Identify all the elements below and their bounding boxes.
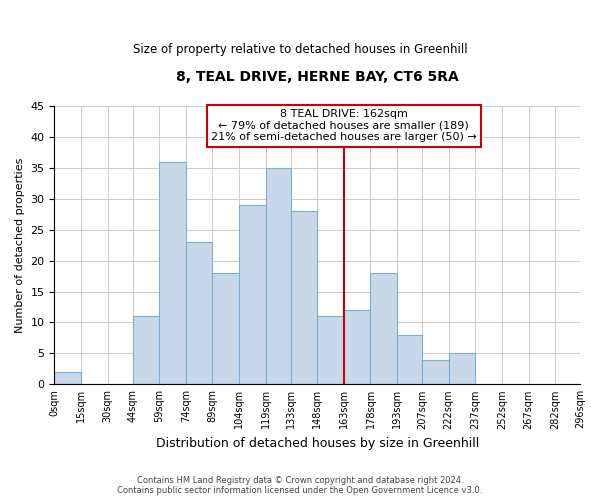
Text: 8 TEAL DRIVE: 162sqm
← 79% of detached houses are smaller (189)
21% of semi-deta: 8 TEAL DRIVE: 162sqm ← 79% of detached h… — [211, 109, 477, 142]
Text: Size of property relative to detached houses in Greenhill: Size of property relative to detached ho… — [133, 42, 467, 56]
Bar — [290, 211, 317, 384]
Bar — [397, 335, 422, 384]
Bar — [422, 360, 449, 384]
Text: Contains HM Land Registry data © Crown copyright and database right 2024.
Contai: Contains HM Land Registry data © Crown c… — [118, 476, 482, 495]
Bar — [239, 205, 266, 384]
Bar — [159, 162, 186, 384]
Bar — [133, 316, 159, 384]
Bar — [212, 273, 239, 384]
Bar — [344, 310, 370, 384]
Bar — [370, 273, 397, 384]
Title: 8, TEAL DRIVE, HERNE BAY, CT6 5RA: 8, TEAL DRIVE, HERNE BAY, CT6 5RA — [176, 70, 458, 84]
Bar — [186, 242, 212, 384]
Bar — [317, 316, 344, 384]
Bar — [449, 354, 475, 384]
Bar — [266, 168, 290, 384]
Y-axis label: Number of detached properties: Number of detached properties — [15, 158, 25, 333]
Bar — [55, 372, 81, 384]
X-axis label: Distribution of detached houses by size in Greenhill: Distribution of detached houses by size … — [155, 437, 479, 450]
